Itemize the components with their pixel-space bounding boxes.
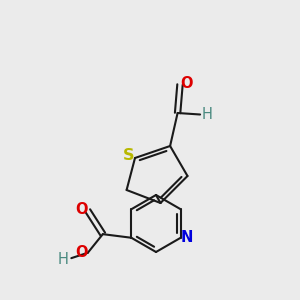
Text: O: O bbox=[180, 76, 193, 91]
Text: O: O bbox=[75, 245, 88, 260]
Text: O: O bbox=[75, 202, 88, 217]
Text: S: S bbox=[123, 148, 134, 163]
Text: H: H bbox=[201, 107, 212, 122]
Text: H: H bbox=[58, 252, 68, 267]
Text: N: N bbox=[181, 230, 194, 245]
